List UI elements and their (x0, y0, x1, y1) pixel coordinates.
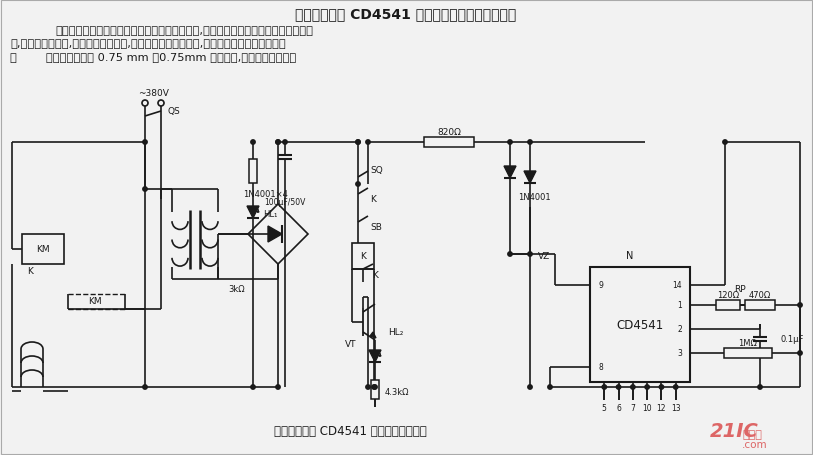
Text: 3: 3 (677, 349, 682, 358)
Text: HL₂: HL₂ (388, 328, 403, 337)
Text: K: K (370, 195, 376, 204)
Circle shape (250, 141, 255, 145)
Circle shape (645, 385, 650, 389)
Text: 1N4001: 1N4001 (518, 193, 550, 202)
Circle shape (373, 385, 377, 389)
Text: 4.3kΩ: 4.3kΩ (385, 388, 410, 397)
Text: 6: 6 (616, 404, 621, 413)
Text: SB: SB (370, 223, 382, 232)
Text: 利用行程开关直接控制主接触器的脚踏式点焊机,由于焊接工件厚度及电极长度经常变: 利用行程开关直接控制主接触器的脚踏式点焊机,由于焊接工件厚度及电极长度经常变 (55, 26, 313, 36)
Circle shape (356, 141, 360, 145)
Text: 5: 5 (602, 404, 606, 413)
Circle shape (758, 385, 763, 389)
Bar (22, 234, 64, 264)
Text: VT: VT (346, 340, 357, 349)
Text: 1: 1 (677, 301, 682, 310)
Circle shape (508, 141, 512, 145)
Bar (745, 300, 775, 310)
Bar (249, 160, 257, 183)
Bar (424, 138, 474, 148)
Circle shape (356, 141, 360, 145)
Circle shape (659, 385, 663, 389)
Circle shape (528, 141, 533, 145)
Circle shape (508, 252, 512, 257)
Circle shape (673, 385, 678, 389)
Bar (716, 300, 740, 310)
Text: 应用集成电路 CD4541 改造脚踏式点焊机控制电路: 应用集成电路 CD4541 改造脚踏式点焊机控制电路 (295, 7, 516, 21)
Text: 13: 13 (671, 404, 680, 413)
Text: 14: 14 (672, 281, 682, 290)
Circle shape (356, 182, 360, 187)
Circle shape (798, 351, 802, 355)
Circle shape (602, 385, 606, 389)
Polygon shape (369, 350, 381, 362)
Circle shape (143, 187, 147, 192)
Bar (352, 243, 374, 269)
Text: 0.1μF: 0.1μF (780, 335, 803, 344)
Circle shape (616, 385, 621, 389)
Text: 图        所示电路在焊接 0.75 mm ＋0.75mm 薄钢板时,能保证焊接质量。: 图 所示电路在焊接 0.75 mm ＋0.75mm 薄钢板时,能保证焊接质量。 (10, 52, 296, 62)
Text: ~380V: ~380V (137, 89, 168, 98)
Polygon shape (524, 172, 536, 184)
Bar (590, 268, 690, 382)
Bar (724, 348, 772, 358)
Circle shape (276, 141, 280, 145)
Circle shape (276, 385, 280, 389)
Text: 电子网: 电子网 (742, 429, 762, 439)
Polygon shape (504, 167, 516, 179)
Circle shape (143, 385, 147, 389)
Polygon shape (268, 227, 282, 243)
Text: K: K (372, 271, 378, 280)
Text: N: N (626, 250, 633, 260)
Bar (371, 380, 379, 399)
Text: 8: 8 (598, 363, 602, 372)
Circle shape (283, 141, 287, 145)
Polygon shape (247, 207, 259, 218)
Text: K: K (27, 267, 33, 276)
Polygon shape (370, 332, 376, 338)
Text: 9: 9 (598, 281, 603, 290)
Circle shape (372, 385, 376, 389)
Text: SQ: SQ (370, 166, 383, 175)
Circle shape (528, 385, 533, 389)
Circle shape (548, 385, 552, 389)
Text: 100μF/50V: 100μF/50V (264, 198, 306, 207)
Text: 应用集成电路 CD4541 的点焊机控制电路: 应用集成电路 CD4541 的点焊机控制电路 (274, 425, 426, 438)
Text: 1N4001×4: 1N4001×4 (243, 190, 288, 199)
Circle shape (250, 385, 255, 389)
Circle shape (143, 141, 147, 145)
Text: HL₁: HL₁ (263, 210, 277, 219)
Text: 470Ω: 470Ω (749, 291, 771, 300)
Text: 3kΩ: 3kΩ (228, 285, 245, 294)
Circle shape (528, 252, 533, 257)
Circle shape (798, 303, 802, 308)
Text: VZ: VZ (538, 252, 550, 261)
Text: 7: 7 (630, 404, 635, 413)
Text: 21IC: 21IC (710, 422, 759, 440)
Text: 2: 2 (677, 325, 682, 334)
Circle shape (366, 141, 370, 145)
Text: CD4541: CD4541 (616, 318, 663, 331)
Circle shape (276, 141, 280, 145)
Circle shape (723, 141, 727, 145)
Text: RP: RP (734, 285, 746, 294)
Text: 10: 10 (642, 404, 652, 413)
Text: 化,使开关调整困难,通电时间不能预定,因此焊接质量不能保证,尤其焊薄钢板时易被焊穿。: 化,使开关调整困难,通电时间不能预定,因此焊接质量不能保证,尤其焊薄钢板时易被焊… (10, 39, 285, 49)
Text: QS: QS (167, 107, 180, 116)
Text: 120Ω: 120Ω (717, 291, 739, 300)
Text: K: K (360, 252, 366, 261)
Circle shape (631, 385, 635, 389)
Text: 1MΩ: 1MΩ (738, 339, 758, 348)
Text: .com: .com (742, 439, 767, 449)
Text: KM: KM (37, 245, 50, 254)
Text: 820Ω: 820Ω (437, 128, 461, 137)
Circle shape (366, 385, 370, 389)
Text: KM: KM (88, 297, 102, 306)
Text: 12: 12 (657, 404, 666, 413)
